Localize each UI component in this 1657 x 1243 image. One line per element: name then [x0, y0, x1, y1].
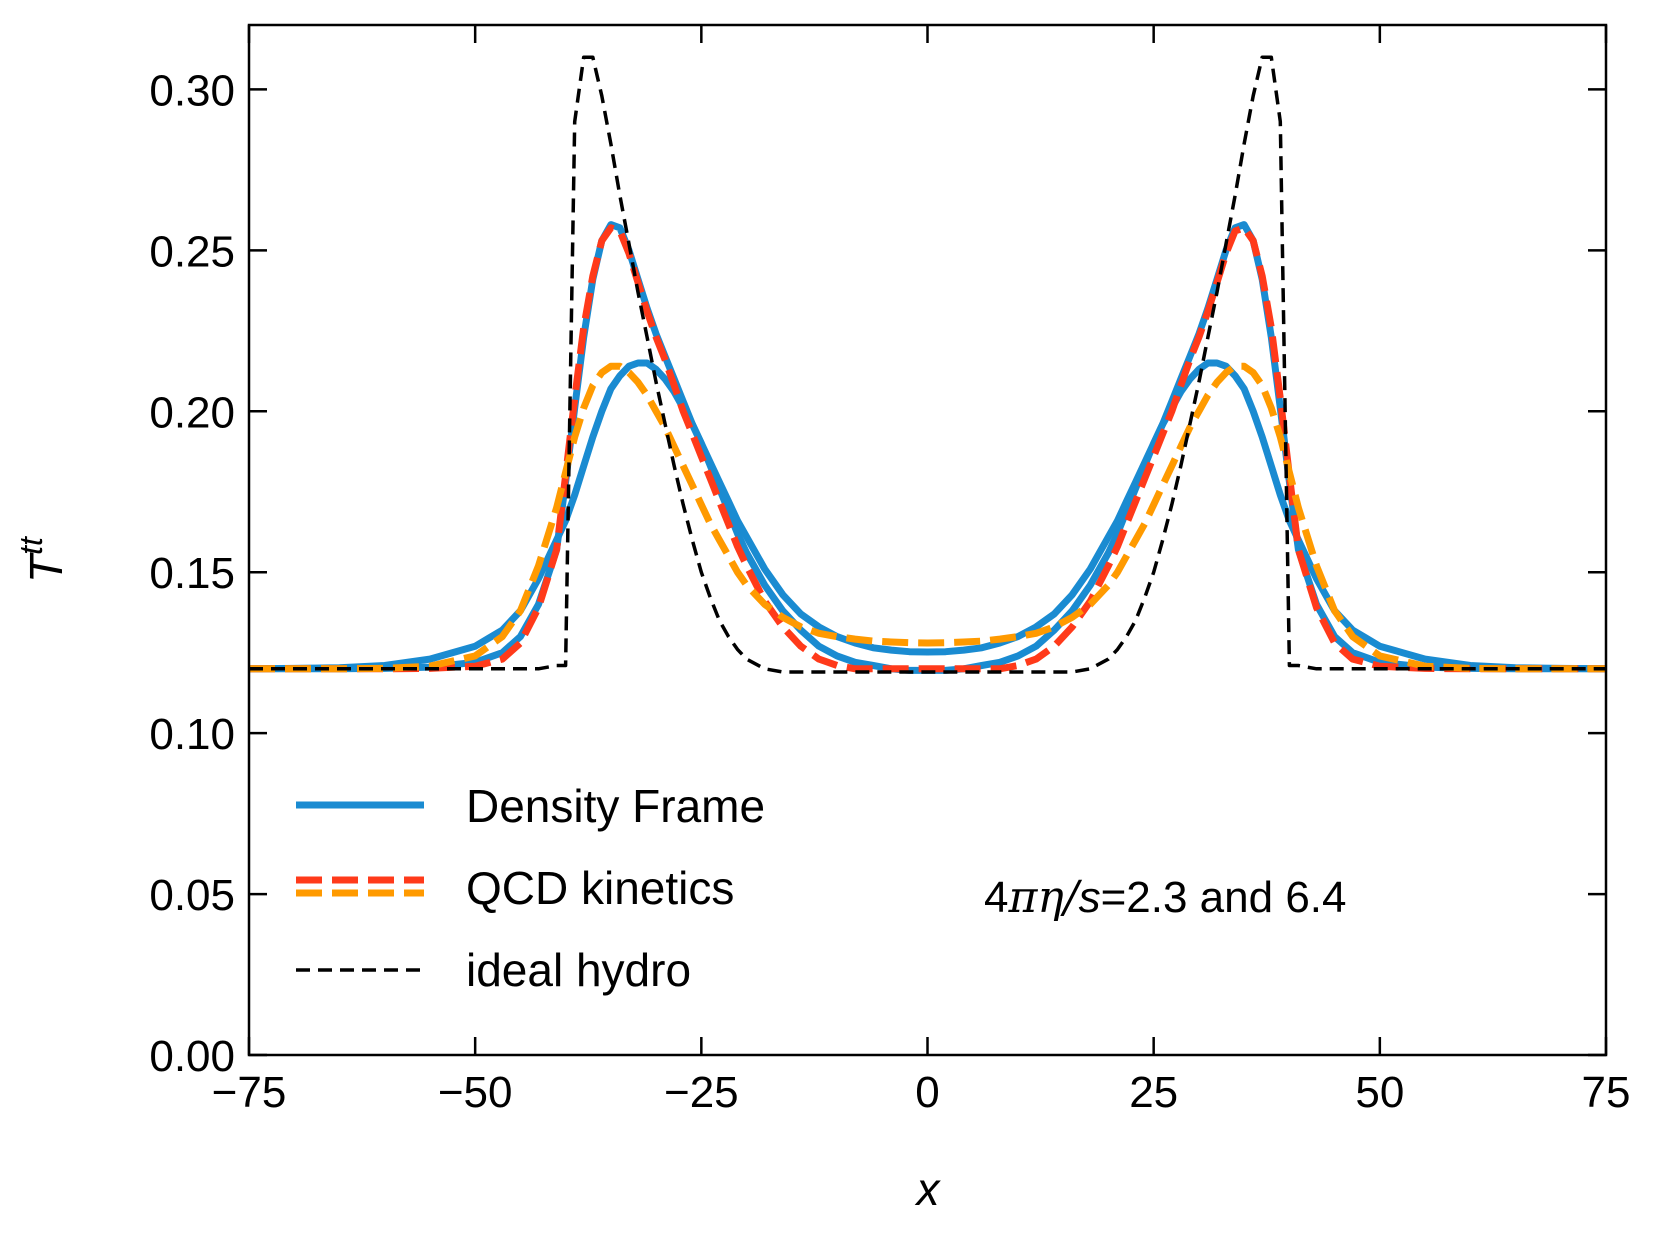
series-line-2 [249, 359, 1606, 673]
annotation-var: s [1079, 873, 1101, 922]
y-tick-label: 0.20 [149, 388, 235, 437]
series-line-4 [249, 55, 1606, 674]
x-tick-label: 0 [915, 1068, 939, 1117]
x-tick-label: 75 [1582, 1068, 1631, 1117]
y-axis-label-superscript: tt [13, 536, 49, 555]
legend: Density Frame QCD kinetics ideal hydro [296, 780, 765, 996]
x-tick-label: −75 [212, 1068, 287, 1117]
x-tick-label: −25 [664, 1068, 739, 1117]
x-tick-label: 50 [1355, 1068, 1404, 1117]
x-axis-label: x [915, 1163, 942, 1215]
y-tick-label: 0.10 [149, 710, 235, 759]
series-line-1 [249, 224, 1606, 673]
y-tick-label: 0.05 [149, 871, 235, 920]
annotation-math: πη/ [1007, 872, 1082, 923]
series-layer [249, 55, 1606, 674]
legend-label-ideal-hydro: ideal hydro [466, 944, 691, 996]
legend-label-density-frame: Density Frame [466, 780, 765, 832]
annotation-pre: 4 [984, 873, 1008, 922]
y-axis-label-main: T [20, 552, 72, 583]
x-tick-label: −50 [438, 1068, 513, 1117]
legend-label-qcd-kinetics: QCD kinetics [466, 862, 734, 914]
viscosity-annotation: 4πη/s=2.3 and 6.4 [984, 872, 1346, 923]
y-tick-label: 0.15 [149, 549, 235, 598]
y-tick-label: 0.25 [149, 227, 235, 276]
tick-layer: −75 −50 −25 0 25 50 75 0.00 0.05 0.10 0.15 0.20 0.25… [149, 25, 1630, 1117]
y-tick-label: 0.00 [149, 1032, 235, 1081]
y-tick-label: 0.30 [149, 66, 235, 115]
y-axis-label-group: Ttt [13, 536, 72, 583]
x-tick-label: 25 [1129, 1068, 1178, 1117]
y-axis-label: Ttt [13, 536, 72, 583]
annotation-post: =2.3 and 6.4 [1101, 873, 1347, 922]
plot-frame [247, 23, 1608, 1057]
series-line-3 [249, 362, 1606, 673]
